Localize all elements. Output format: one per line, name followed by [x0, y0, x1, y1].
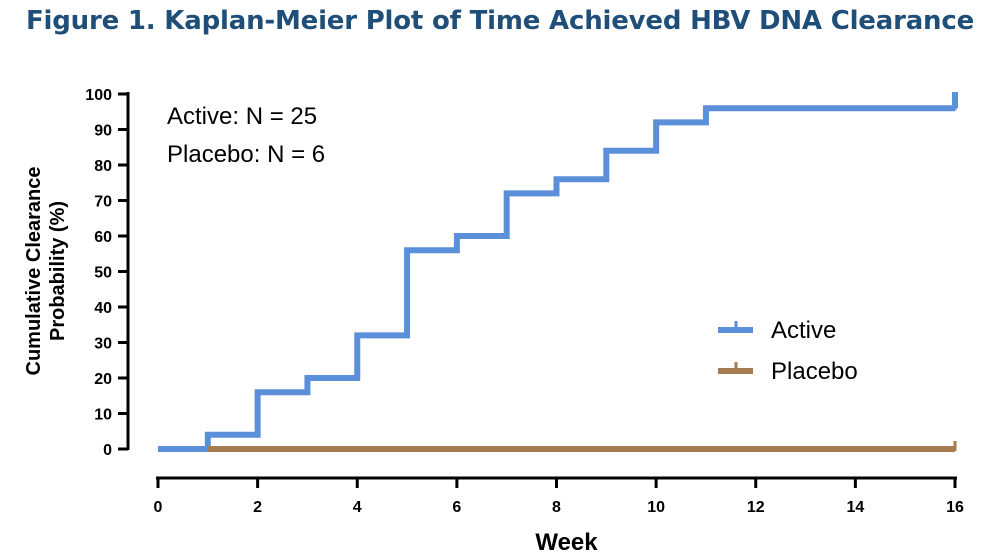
y-tick-label: 100 [85, 87, 112, 104]
x-axis-label: Week [535, 529, 598, 555]
x-tick-label: 6 [452, 499, 461, 516]
x-tick-label: 2 [253, 499, 262, 516]
y-tick-label: 10 [94, 407, 112, 424]
x-tick-label: 8 [552, 499, 561, 516]
x-tick-label: 12 [747, 499, 765, 516]
n-annotation: Placebo: N = 6 [167, 141, 325, 168]
x-tick-label: 0 [154, 499, 163, 516]
y-axis-label: Cumulative Clearance Probability (%) [23, 167, 69, 376]
y-axis-label-line: Cumulative Clearance [23, 167, 45, 376]
y-tick-label: 70 [94, 194, 112, 211]
x-tick-label: 4 [353, 499, 362, 516]
y-tick-label: 20 [94, 371, 112, 388]
y-tick-label: 0 [103, 442, 112, 459]
n-annotation: Active: N = 25 [167, 103, 317, 130]
legend-label-placebo: Placebo [771, 358, 858, 385]
y-axis-label-line: Probability (%) [47, 201, 69, 341]
x-tick-label: 16 [946, 499, 964, 516]
active-series-line [158, 105, 955, 452]
y-tick-label: 40 [94, 300, 112, 317]
y-tick-label: 90 [94, 123, 112, 140]
y-tick-label: 80 [94, 158, 112, 175]
figure-title: Figure 1. Kaplan-Meier Plot of Time Achi… [25, 6, 974, 36]
x-tick-label: 10 [647, 499, 665, 516]
y-tick-label: 50 [94, 265, 112, 282]
legend-label-active: Active [771, 317, 836, 344]
y-tick-label: 60 [94, 229, 112, 246]
y-tick-label: 30 [94, 336, 112, 353]
x-tick-label: 14 [846, 499, 864, 516]
